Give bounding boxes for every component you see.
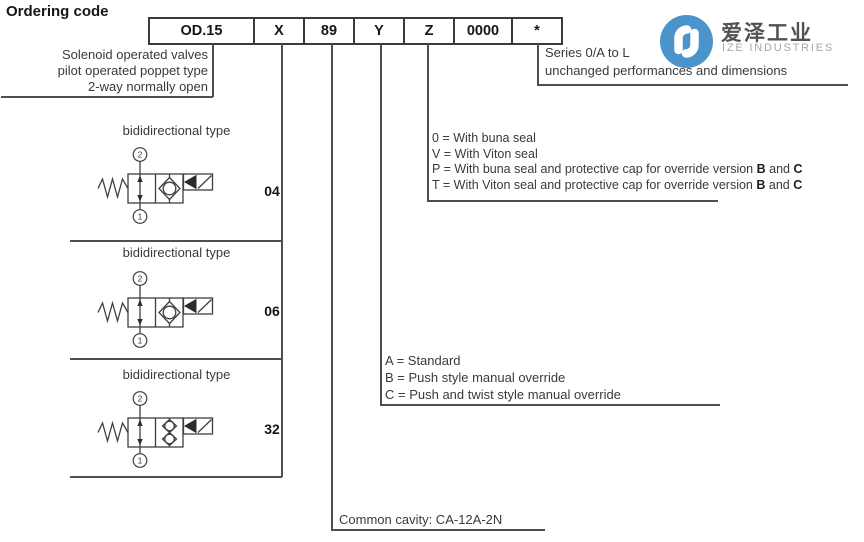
valve-schematic-32: 2 1 [97, 391, 214, 468]
code-cell-type: X [253, 19, 303, 43]
seal-option-row: P = With buna seal and protective cap fo… [432, 162, 803, 176]
connector-series-line [537, 44, 539, 85]
series-underline [537, 84, 848, 86]
series-note-line: unchanged performances and dimensions [545, 63, 788, 78]
seal-option-row: 0 = With buna seal [432, 131, 536, 145]
code-cell-override: Y [353, 19, 403, 43]
code-cell-series: * [511, 19, 561, 43]
code-cell-voltage: 0000 [453, 19, 511, 43]
code-cell-cavity: 89 [303, 19, 353, 43]
series-note-line: Series 0/A to L [545, 45, 630, 60]
description-underline [1, 96, 213, 98]
port-label-bottom: 1 [138, 212, 143, 222]
valve-separator-1 [70, 240, 282, 242]
valve-code-badge: 32 [264, 421, 280, 437]
product-description: Solenoid operated valves pilot operated … [0, 47, 208, 95]
ordering-code-table: OD.15 X 89 Y Z 0000 * [148, 17, 563, 45]
description-line: Solenoid operated valves [62, 47, 208, 62]
valve-separator-2 [70, 358, 282, 360]
override-underline [380, 404, 720, 406]
port-label-top: 2 [138, 394, 143, 404]
seal-underline [427, 200, 718, 202]
page-title: Ordering code [6, 3, 109, 20]
series-note: Series 0/A to L unchanged performances a… [545, 44, 787, 80]
connector-cavity-line [331, 44, 333, 530]
cavity-note: Common cavity: CA-12A-2N [339, 512, 503, 527]
seal-option-row: V = With Viton seal [432, 146, 538, 161]
company-name-english: IZE INDUSTRIES [722, 42, 834, 54]
connector-override-line [380, 44, 382, 405]
connector-type-line [281, 44, 283, 477]
seal-options-list: 0 = With buna seal V = With Viton seal P… [432, 131, 802, 193]
port-label-top: 2 [138, 274, 143, 284]
valve-type-label: bididirectional type [122, 123, 231, 138]
valve-type-label: bididirectional type [122, 245, 231, 260]
description-line: 2-way normally open [88, 79, 208, 94]
override-option-row: C = Push and twist style manual override [385, 387, 621, 402]
company-name-chinese: 爱泽工业 [721, 22, 813, 45]
valve-schematic-04: 2 1 [97, 147, 214, 224]
override-option-row: B = Push style manual override [385, 370, 566, 385]
override-option-row: A = Standard [385, 353, 461, 368]
port-label-bottom: 1 [138, 336, 143, 346]
valve-code-badge: 06 [264, 303, 280, 319]
override-options-list: A = Standard B = Push style manual overr… [385, 352, 621, 403]
code-cell-model: OD.15 [180, 23, 223, 39]
port-label-bottom: 1 [138, 456, 143, 466]
valve-schematic-06: 2 1 [97, 271, 214, 348]
description-line: pilot operated poppet type [57, 63, 208, 78]
connector-seal-line [427, 44, 429, 202]
code-cell-seal: Z [403, 19, 453, 43]
valve-type-label: bididirectional type [122, 367, 231, 382]
valve-table-bottom [70, 476, 282, 478]
company-logo-mark [660, 15, 713, 68]
valve-code-badge: 04 [264, 183, 280, 199]
port-label-top: 2 [138, 150, 143, 160]
cavity-underline [331, 529, 545, 531]
seal-option-row: T = With Viton seal and protective cap f… [432, 177, 803, 192]
connector-model-line [212, 44, 214, 97]
